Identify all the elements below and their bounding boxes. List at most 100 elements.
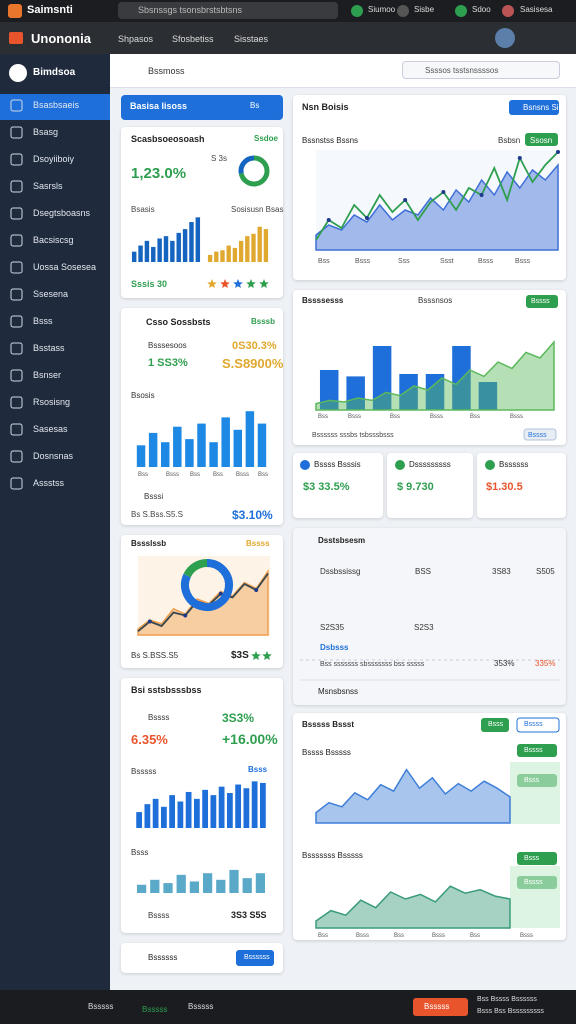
tag[interactable]: Ssosn <box>530 136 553 145</box>
row-label: Bssss <box>148 713 170 722</box>
stat-value: $3 33.5% <box>303 481 350 493</box>
sidebar-item[interactable]: Assstss <box>33 478 65 488</box>
button[interactable] <box>481 718 509 732</box>
sidebar-item[interactable]: Dsegtsboasns <box>33 208 91 218</box>
tag: Bsssnsos <box>418 296 453 305</box>
browser-action[interactable]: Sdoo <box>472 5 491 14</box>
tag[interactable]: Bsss <box>524 777 540 784</box>
button-label[interactable]: Bssss <box>531 298 550 305</box>
sidebar-item[interactable]: Bsss <box>33 316 53 326</box>
card-action[interactable]: Bs <box>250 101 260 110</box>
bar <box>251 781 258 828</box>
browser-action[interactable]: Siumoo <box>368 5 396 14</box>
button[interactable] <box>509 100 559 115</box>
tag[interactable]: Bssss <box>524 879 543 886</box>
sidebar-icon <box>10 423 23 436</box>
x-tick-label: Bsss <box>515 258 531 265</box>
row-label: Bsssi <box>144 492 164 501</box>
sidebar-active[interactable] <box>0 94 110 120</box>
line-point <box>517 156 522 160</box>
button-label[interactable]: Bsss <box>488 721 504 728</box>
bar <box>238 240 244 262</box>
button[interactable] <box>526 295 558 308</box>
search-text[interactable]: Sbsnssgs tsonsbrstsbtsns <box>138 5 243 15</box>
bar <box>259 782 266 828</box>
sidebar-item[interactable]: Bsasbsaeis <box>33 100 80 110</box>
area-fill <box>315 340 555 411</box>
card-title: Bsi sstsbsssbss <box>131 685 202 695</box>
button[interactable] <box>413 998 468 1016</box>
row-label: Dssbssissg <box>320 567 361 576</box>
button[interactable] <box>523 428 557 441</box>
card-title: Bssslssb <box>131 539 167 548</box>
sidebar-item[interactable]: Dsoyiiboiy <box>33 154 75 164</box>
tag[interactable]: Bssss <box>524 747 543 754</box>
bar <box>195 217 201 262</box>
button[interactable] <box>516 717 560 733</box>
button[interactable] <box>517 744 557 757</box>
nav-item[interactable]: Sfosbetiss <box>172 34 214 44</box>
donut-segment <box>238 155 255 174</box>
button[interactable] <box>236 950 274 966</box>
card-footer: Bssssss sssbs tsbsssbsss <box>312 432 394 439</box>
sidebar-item[interactable]: Ssesena <box>33 289 69 299</box>
area-fill <box>315 768 511 824</box>
card-footer: Sssis 30 <box>131 279 168 289</box>
browser-search[interactable] <box>118 2 338 19</box>
button-label[interactable]: Bssssss <box>244 954 270 961</box>
area-fill <box>315 162 559 251</box>
chart-label: Sosisusn Bsas <box>231 205 284 214</box>
card-title: Nsn Boisis <box>302 102 349 112</box>
bar <box>257 226 262 262</box>
card-subtitle: Bssnstss Bssns <box>302 136 359 145</box>
button-label[interactable]: Bsnsns Si <box>523 103 559 112</box>
brand: Saimsnti <box>27 4 73 16</box>
sidebar-item[interactable]: Bsasg <box>33 127 59 137</box>
sidebar-item[interactable]: Dosnsnas <box>33 451 74 461</box>
tag[interactable]: Bsss <box>524 855 540 862</box>
browser-action[interactable]: Sasisesa <box>520 5 553 14</box>
sidebar-item[interactable]: Sasesas <box>33 424 68 434</box>
sidebar-item[interactable]: Uossa Sosesea <box>33 262 97 272</box>
bar <box>218 786 225 828</box>
highlight-band <box>510 866 560 928</box>
button[interactable] <box>517 852 557 865</box>
stat-title: Bssss Bsssis <box>314 460 361 469</box>
x-tick-label: Bss <box>213 472 224 478</box>
x-tick-label: Ssst <box>440 258 454 265</box>
button-label[interactable]: Bsssss <box>424 1002 450 1011</box>
row-value: 3S3% <box>222 711 255 725</box>
nav-item[interactable]: Sisstaes <box>234 34 269 44</box>
bar <box>148 432 158 467</box>
button-label[interactable]: Bssss <box>528 432 547 439</box>
bar <box>173 426 182 467</box>
toolbar-search[interactable] <box>402 61 560 79</box>
sidebar-item[interactable]: Rsosisng <box>33 397 71 407</box>
button[interactable] <box>525 133 558 146</box>
row-value: $3.10% <box>232 508 273 522</box>
metric-value: 1,23.0% <box>131 165 187 182</box>
toolbar-title: Bssmoss <box>148 66 185 76</box>
bar <box>210 795 217 828</box>
browser-action[interactable]: Sisbe <box>414 5 435 14</box>
taskbar-item[interactable]: Bsssss <box>188 1002 214 1011</box>
bar <box>160 442 170 467</box>
sidebar-item[interactable]: Sasrsls <box>33 181 63 191</box>
card-subtitle: Bsssssss Bsssss <box>302 851 363 860</box>
button-label[interactable]: Bssss <box>524 721 543 728</box>
sidebar-item[interactable]: Bsnser <box>33 370 62 380</box>
stat-icon <box>485 460 495 470</box>
nav-item[interactable]: Shpasos <box>118 34 154 44</box>
footer-value: 335% <box>535 659 556 668</box>
sidebar-icon <box>10 369 23 382</box>
bar <box>216 879 226 893</box>
taskbar-item[interactable]: Bsssss <box>88 1002 114 1011</box>
line-point <box>364 216 369 220</box>
bar <box>150 879 160 893</box>
sidebar-item[interactable]: Bacsiscsg <box>33 235 74 245</box>
sidebar-item[interactable]: Bsstass <box>33 343 65 353</box>
search-text[interactable]: Ssssos tsstsnssssos <box>425 66 499 75</box>
taskbar-item[interactable]: Bsssss <box>142 1005 168 1014</box>
link[interactable]: Dsbsss <box>320 643 349 652</box>
stat-value: $ 9.730 <box>397 481 434 493</box>
